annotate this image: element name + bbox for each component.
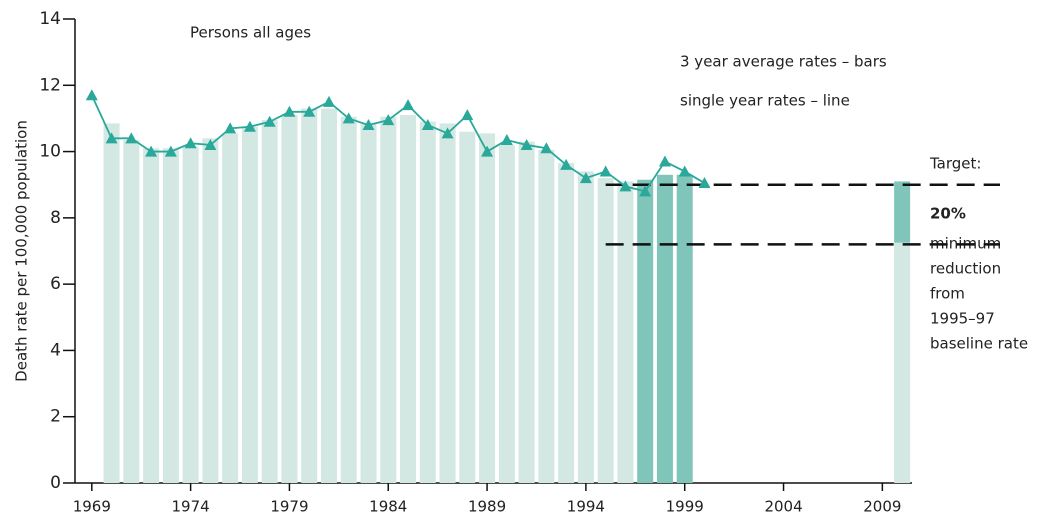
line-marker: [184, 137, 197, 149]
line-marker: [619, 180, 632, 192]
x-tick-label: 1984: [369, 498, 407, 516]
y-axis-label: Death rate per 100,000 population: [13, 120, 31, 382]
y-tick-label: 6: [50, 274, 61, 294]
y-tick-label: 14: [39, 9, 61, 29]
bar: [419, 121, 436, 483]
bar: [202, 138, 219, 484]
line-marker: [263, 115, 276, 127]
bar: [400, 115, 417, 483]
annotation: 3 year average rates – bars: [680, 53, 887, 71]
line-marker: [579, 172, 592, 184]
annotation: Persons all ages: [190, 24, 311, 42]
target-note-line: baseline rate: [930, 335, 1028, 353]
y-tick-label: 4: [50, 340, 61, 360]
line-marker: [421, 119, 434, 131]
bar: [479, 133, 496, 484]
line-marker: [639, 185, 652, 197]
bar: [261, 120, 278, 483]
bar: [103, 123, 120, 484]
line-marker: [243, 120, 256, 132]
bar: [558, 163, 575, 483]
y-tick-label: 8: [50, 208, 61, 228]
line-marker: [540, 142, 553, 154]
bar: [380, 116, 397, 484]
bar: [498, 144, 515, 483]
line-marker: [362, 119, 375, 131]
line-marker: [204, 138, 217, 150]
bar: [301, 108, 318, 483]
line-marker: [698, 177, 711, 189]
line-marker: [105, 132, 118, 144]
y-tick-label: 0: [50, 473, 61, 493]
line-marker: [303, 105, 316, 117]
bar: [459, 131, 476, 483]
bar: [123, 139, 140, 483]
target-note-line: 1995–97: [930, 310, 995, 328]
line-marker: [481, 145, 494, 157]
bar: [676, 174, 693, 483]
x-tick-label: 2004: [764, 498, 802, 516]
x-tick-label: 1979: [270, 498, 308, 516]
y-tick-label: 12: [39, 75, 61, 95]
x-tick-label: 1974: [172, 498, 210, 516]
bar: [360, 123, 377, 484]
target-percent: 20%: [930, 205, 966, 223]
line-marker: [224, 122, 237, 134]
annotation: single year rates – line: [680, 92, 850, 110]
bar: [281, 115, 298, 483]
bar: [538, 149, 555, 483]
bar: [656, 174, 673, 483]
bar: [222, 133, 239, 484]
bar: [182, 146, 199, 483]
bar: [577, 171, 594, 483]
x-tick-label: 1994: [567, 498, 605, 516]
bar: [340, 116, 357, 484]
bar: [439, 123, 456, 484]
y-tick-label: 2: [50, 407, 61, 427]
bar: [617, 181, 634, 483]
line-marker: [520, 138, 533, 150]
x-tick-label: 2009: [863, 498, 901, 516]
bar: [518, 141, 535, 483]
line-marker: [283, 105, 296, 117]
line-marker: [560, 158, 573, 170]
line-marker: [461, 109, 474, 121]
bar: [162, 148, 179, 483]
line-marker: [678, 165, 691, 177]
line-marker: [402, 99, 415, 111]
x-tick-label: 1989: [468, 498, 506, 516]
target-note-line: reduction: [930, 260, 1001, 278]
x-tick-label: 1999: [666, 498, 704, 516]
line-marker: [145, 145, 158, 157]
target-bar-reduction: [894, 181, 911, 243]
line-marker: [85, 89, 98, 101]
line-marker: [342, 112, 355, 124]
bar: [143, 148, 160, 483]
line-marker: [382, 114, 395, 126]
line-marker: [125, 132, 138, 144]
line-marker: [500, 133, 513, 145]
target-note-line: from: [930, 285, 965, 303]
target-title: Target:: [929, 155, 981, 173]
line-marker: [599, 165, 612, 177]
bar: [320, 108, 337, 483]
line-marker: [164, 145, 177, 157]
bar: [241, 126, 258, 483]
bar: [597, 178, 614, 484]
line-marker: [322, 95, 335, 107]
line-marker: [441, 127, 454, 139]
y-tick-label: 10: [39, 142, 61, 162]
line-marker: [658, 155, 671, 167]
x-tick-label: 1969: [73, 498, 111, 516]
bar: [637, 179, 654, 483]
target-bar-base: [894, 242, 911, 483]
